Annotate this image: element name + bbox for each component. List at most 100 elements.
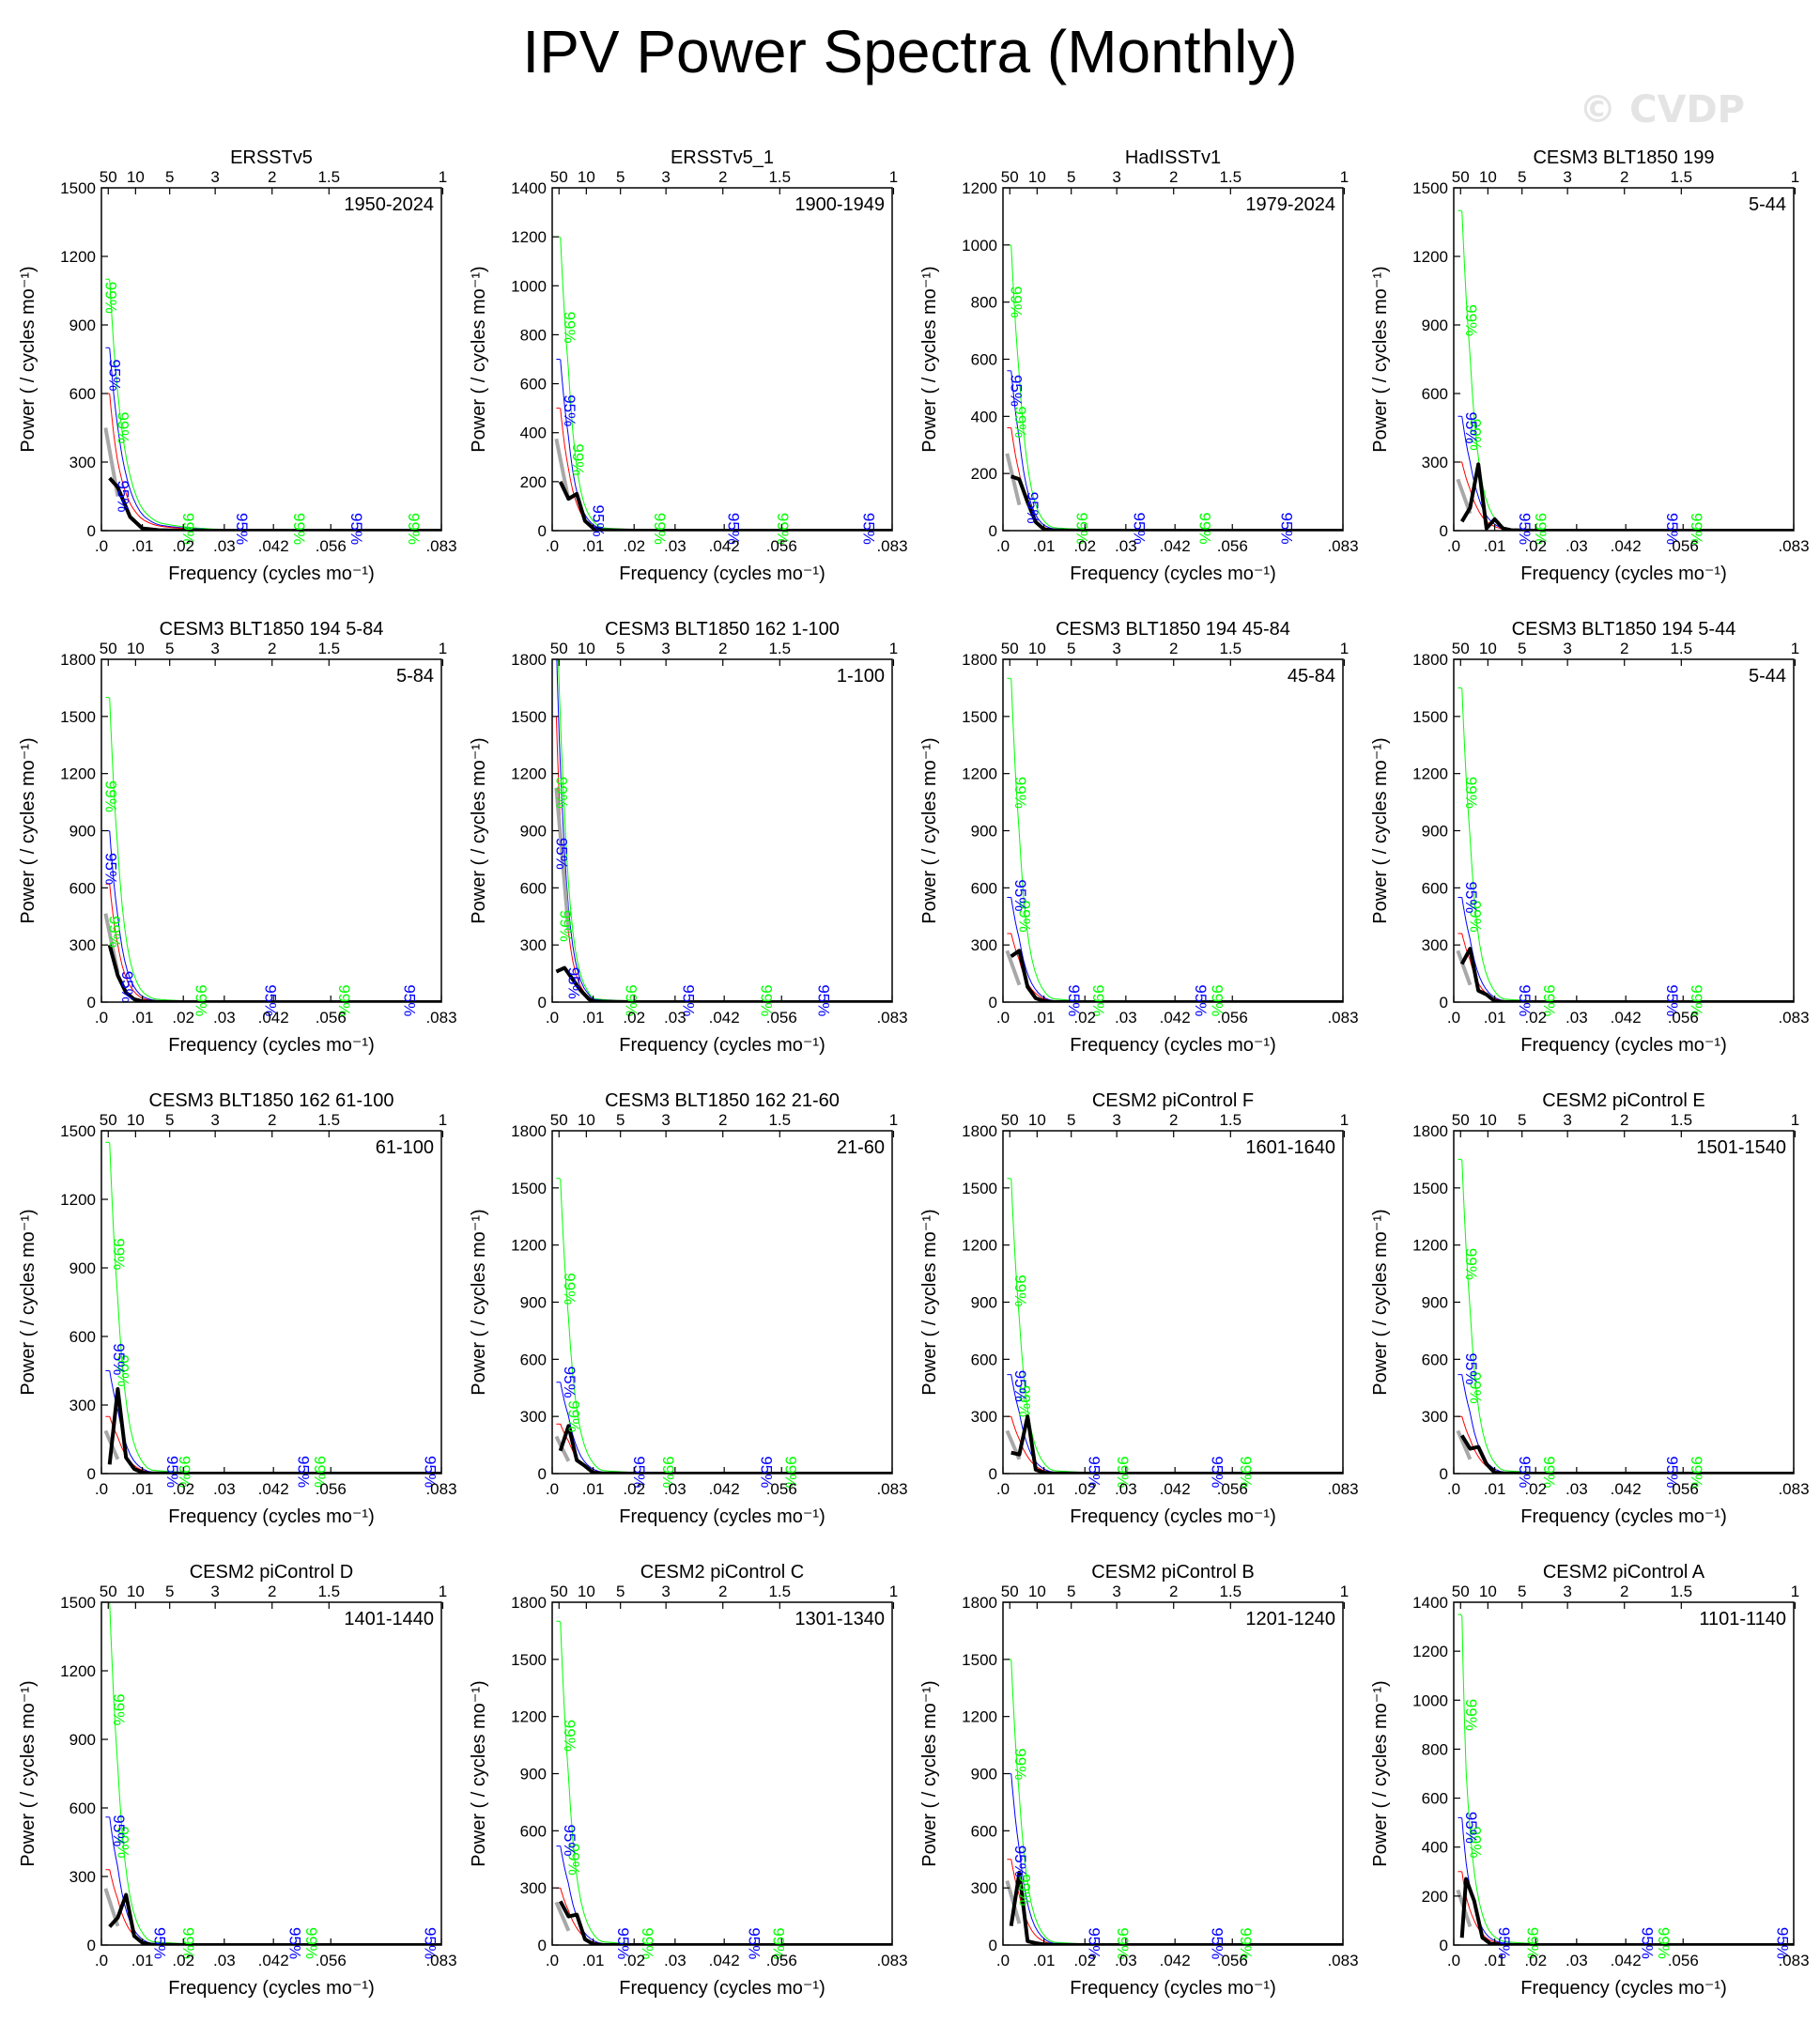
y-tick-label: 1200: [1412, 1643, 1448, 1660]
x-tick-label: .083: [1778, 1009, 1809, 1027]
y-tick-label: 1200: [962, 765, 997, 783]
spectrum-line: [1459, 1434, 1794, 1474]
y-tick-label: 1800: [511, 1594, 547, 1612]
ci95-label: 95%: [1086, 1456, 1103, 1488]
ci95-label: 95%: [561, 1824, 578, 1856]
y-tick-label: 800: [520, 326, 547, 344]
panel-period: 5-44: [1749, 666, 1786, 687]
top-tick-label: 3: [661, 168, 670, 186]
ci95-label: 95%: [1462, 881, 1480, 913]
top-tick-label: 50: [550, 168, 568, 186]
top-tick-label: 3: [661, 1111, 670, 1129]
top-tick-label: 2: [268, 168, 276, 186]
x-tick-label: .01: [1033, 537, 1056, 555]
ci95-label: 95%: [110, 1815, 128, 1846]
x-tick-label: .083: [1327, 1480, 1358, 1498]
x-tick-label: .02: [1524, 537, 1547, 555]
ci95-label: 95%: [101, 853, 119, 885]
panel-period: 1-100: [837, 666, 885, 687]
y-tick-label: 1500: [60, 708, 96, 726]
ci95-label: 95%: [1208, 1927, 1226, 1959]
ci99-label: 99%: [1466, 1826, 1484, 1858]
y-tick-label: 0: [538, 994, 547, 1012]
panel-period: 1501-1540: [1696, 1137, 1786, 1158]
panel-curves: [1456, 687, 1794, 1002]
top-tick-label: 2: [268, 1583, 276, 1600]
ci95-curve: [105, 347, 441, 531]
y-tick-label: 0: [1440, 994, 1448, 1012]
ci99-label: 99%: [1195, 513, 1213, 545]
ci99-label: 99%: [110, 1238, 128, 1270]
y-tick-label: 1200: [60, 765, 96, 783]
top-tick-label: 1.5: [1219, 1111, 1242, 1129]
x-tick-label: .03: [213, 1009, 236, 1027]
top-tick-label: 5: [1067, 168, 1075, 186]
top-tick-label: 1.5: [1670, 1583, 1692, 1600]
ci99-curve: [1458, 209, 1794, 531]
x-axis-label: Frequency (cycles mo⁻¹): [1520, 564, 1727, 584]
ci95-label: 95%: [1065, 984, 1083, 1016]
ci95-label: 95%: [1774, 1927, 1792, 1959]
top-tick-label: 3: [210, 168, 219, 186]
red-noise-curve: [555, 716, 892, 1002]
y-axis-label: Power ( / cycles mo⁻¹): [1370, 1209, 1391, 1395]
top-tick-label: 10: [1479, 640, 1497, 657]
top-tick-label: 3: [1112, 1111, 1120, 1129]
x-tick-label: .03: [1566, 537, 1588, 555]
y-tick-label: 1500: [511, 708, 547, 726]
x-tick-label: .02: [1073, 537, 1096, 555]
x-tick-label: .0: [1447, 1480, 1460, 1498]
x-tick-label: .083: [1327, 537, 1358, 555]
x-tick-label: .056: [1217, 537, 1248, 555]
x-tick-label: .0: [996, 1009, 1010, 1027]
ci95-curve: [1007, 897, 1343, 1002]
top-tick-label: 50: [550, 1111, 568, 1129]
spectrum-panel: 99% 99% 99% 99% 95% 95% 95% 95% .0 .01 .02 .03 .042.…: [469, 147, 908, 584]
panel-curves: [1005, 244, 1343, 531]
top-tick-label: 50: [1452, 1583, 1470, 1600]
y-tick-label: 200: [971, 465, 997, 483]
top-tick-label: 1.5: [1219, 168, 1242, 186]
grey-spectrum-marker: [1456, 1429, 1473, 1460]
panel-period: 61-100: [376, 1137, 434, 1158]
y-tick-label: 1800: [962, 1594, 997, 1612]
ci99-label: 99%: [1462, 1248, 1480, 1280]
top-tick-label: 50: [550, 640, 568, 657]
ci99-label: 99%: [1688, 513, 1705, 545]
y-tick-label: 600: [69, 1328, 96, 1346]
x-tick-label: .01: [131, 1009, 154, 1027]
ci95-label: 95%: [630, 1456, 648, 1488]
ci99-curve: [556, 1178, 892, 1474]
y-axis-label: Power ( / cycles mo⁻¹): [18, 737, 39, 923]
grey-spectrum-marker: [1005, 453, 1022, 506]
plot-frame: [1453, 1130, 1795, 1475]
x-tick-label: .01: [1484, 1952, 1506, 1969]
x-tick-label: .02: [1073, 1480, 1096, 1498]
plot-frame: [1002, 1601, 1344, 1946]
y-tick-label: 900: [1422, 823, 1448, 841]
ci99-label: 99%: [1015, 901, 1033, 933]
top-tick-label: 3: [661, 1583, 670, 1600]
panel-period: 1601-1640: [1245, 1137, 1335, 1158]
y-axis-label: Power ( / cycles mo⁻¹): [1370, 737, 1391, 923]
x-tick-label: .083: [876, 1009, 907, 1027]
ci99-label: 99%: [335, 984, 353, 1016]
y-tick-label: 0: [1440, 1937, 1448, 1954]
red-noise-curve: [1007, 1415, 1343, 1474]
ci99-label: 99%: [1462, 777, 1480, 809]
top-tick-label: 3: [1563, 168, 1571, 186]
y-tick-label: 0: [538, 1937, 547, 1954]
x-axis-label: Frequency (cycles mo⁻¹): [1520, 1035, 1727, 1056]
ci95-label: 95%: [110, 1343, 128, 1375]
ci95-curve: [556, 1382, 892, 1474]
y-tick-label: 1400: [1412, 1594, 1448, 1612]
y-tick-label: 200: [1422, 1888, 1448, 1906]
y-tick-label: 1800: [962, 1122, 997, 1140]
y-tick-label: 0: [87, 1465, 96, 1483]
y-tick-label: 1800: [511, 651, 547, 669]
spectrum-panel: 99% 99% 99% 99% 95% 95% 95% .0 .01 .02 .03 .042 .056…: [469, 1090, 908, 1527]
ci99-label: 99%: [101, 780, 119, 812]
y-tick-label: 1200: [511, 765, 547, 783]
y-axis-label: Power ( / cycles mo⁻¹): [469, 266, 489, 452]
top-tick-label: 5: [1518, 1111, 1526, 1129]
